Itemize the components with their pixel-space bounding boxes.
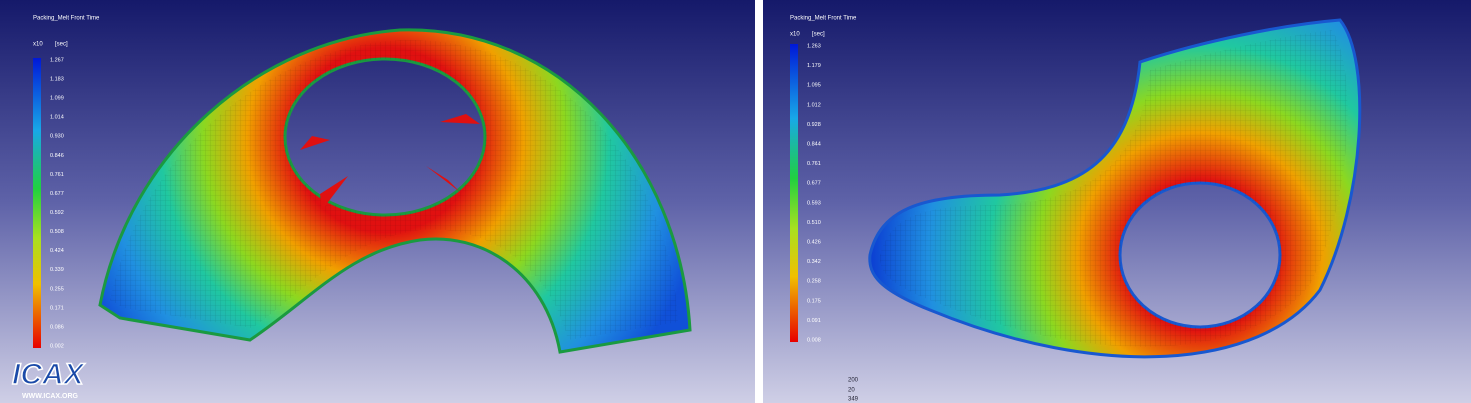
result-title: Packing_Melt Front Time [33, 16, 100, 22]
legend-label: 0.844 [807, 141, 821, 147]
legend-label: 1.095 [807, 83, 821, 89]
scale: x10 [33, 42, 43, 48]
legend-label: 0.677 [50, 191, 64, 197]
arrow [300, 136, 330, 150]
legend-label: 0.677 [807, 181, 821, 187]
legend-label: 1.012 [807, 102, 821, 108]
legend-label: 0.342 [807, 259, 821, 265]
legend-label: 0.086 [50, 324, 64, 330]
legend-label: 0.761 [50, 172, 64, 178]
logo-url: WWW.ICAX.ORG [22, 393, 79, 400]
legend-label: 0.592 [50, 210, 64, 216]
legend-label: 0.593 [807, 200, 821, 206]
info-value: 349 [848, 397, 859, 403]
legend-label: 0.426 [807, 239, 821, 245]
legend-label: 0.510 [807, 220, 821, 226]
info-value: 20 [848, 388, 855, 394]
color-bar [33, 58, 41, 348]
right-part [868, 18, 1362, 359]
legend-label: 0.508 [50, 229, 64, 235]
legend-label: 1.263 [807, 43, 821, 49]
legend-label: 0.928 [807, 122, 821, 128]
scale: x10 [790, 32, 800, 38]
left-part [98, 28, 692, 354]
legend-label: 1.267 [50, 57, 64, 63]
unit: [sec] [812, 32, 825, 38]
unit: [sec] [55, 42, 68, 48]
info-value: 200 [848, 378, 859, 384]
arrow [320, 176, 348, 210]
legend-label: 0.846 [50, 153, 64, 159]
result-title: Packing_Melt Front Time [790, 16, 857, 22]
legend-label: 0.930 [50, 134, 64, 140]
legend-label: 1.179 [807, 63, 821, 69]
legend-label: 0.091 [807, 318, 821, 324]
legend-label: 0.424 [50, 248, 64, 254]
legend-label: 0.339 [50, 267, 64, 273]
color-bar [790, 44, 798, 342]
legend-label: 0.761 [807, 161, 821, 167]
legend-label: 1.014 [50, 115, 64, 121]
legend-label: 0.175 [807, 298, 821, 304]
legend-label: 0.255 [50, 286, 64, 292]
logo-name: ICAX [12, 358, 86, 391]
arrow [426, 166, 460, 192]
legend-label: 0.002 [50, 343, 64, 349]
legend-label: 0.008 [807, 337, 821, 343]
legend-label: 0.258 [807, 279, 821, 285]
arrow [440, 114, 480, 124]
legend-label: 1.183 [50, 77, 64, 83]
logo: ICAX WWW.ICAX.ORG [11, 357, 86, 400]
legend-label: 1.099 [50, 96, 64, 102]
legend-label: 0.171 [50, 305, 64, 311]
